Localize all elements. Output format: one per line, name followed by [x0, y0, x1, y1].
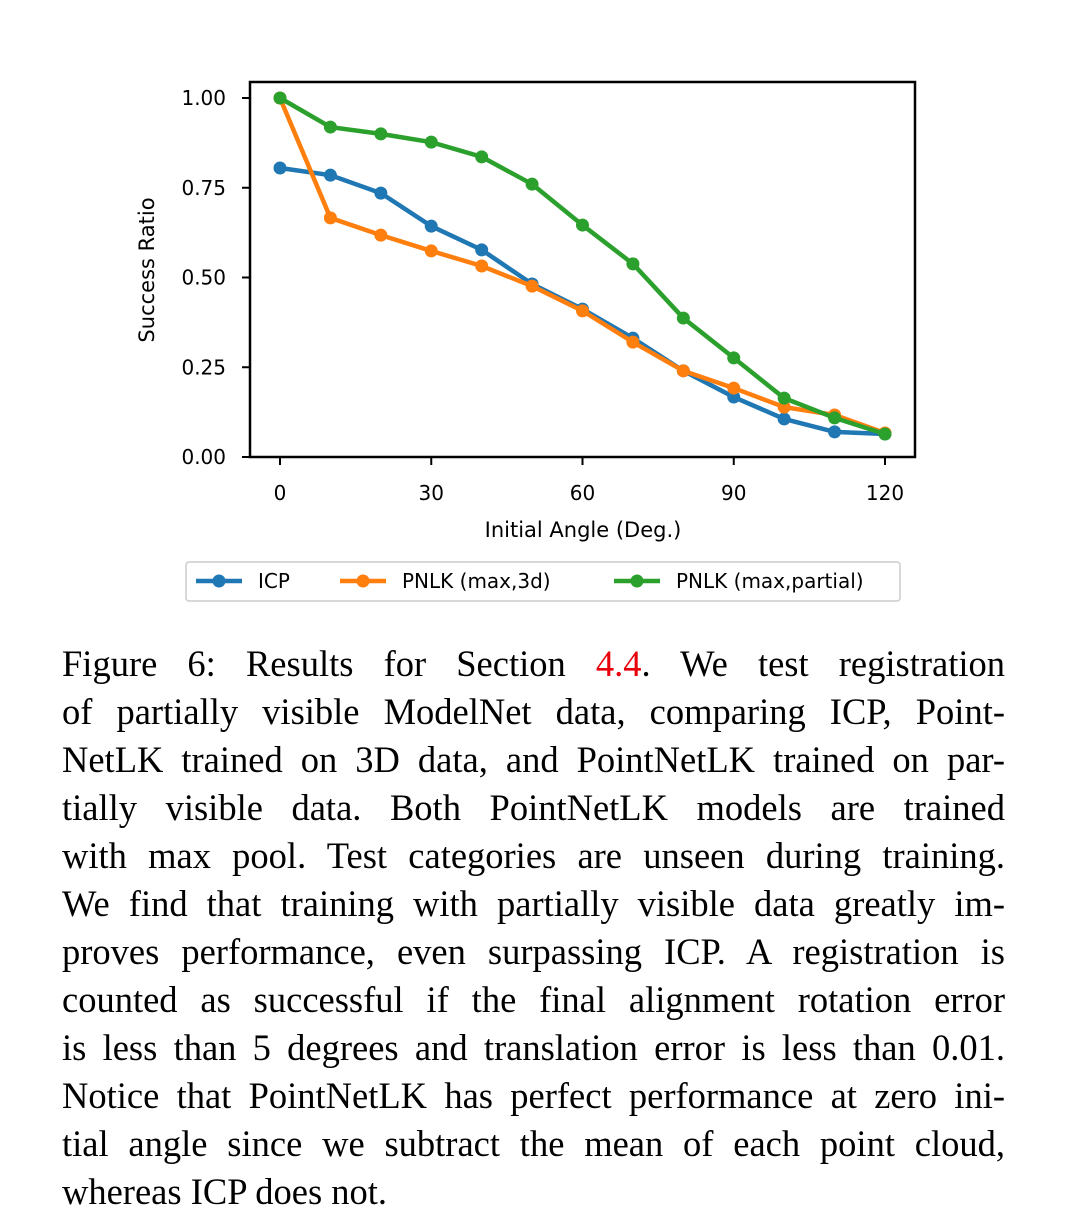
y-tick-label: 0.50 [181, 266, 226, 290]
legend-box [185, 561, 901, 602]
plot-frame [248, 80, 917, 459]
chart: 0.00 0.25 0.50 0.75 1.00 0 30 60 90 120 Initial A… [135, 80, 917, 602]
caption-line: counted as successful if the final align… [62, 979, 1005, 1020]
data-point [576, 218, 589, 232]
caption-line: NetLK trained on 3D data, and PointNetLK… [62, 739, 1005, 780]
plot-area: 0.00 0.25 0.50 0.75 1.00 0 30 60 90 120 [181, 80, 917, 505]
data-point [727, 390, 741, 404]
y-tick-label: 0.75 [181, 176, 226, 200]
legend-label: ICP [258, 569, 290, 593]
data-point [424, 244, 438, 258]
data-point [828, 411, 842, 425]
legend: ICP PNLK (max,3d) PNLK (max,partial) [185, 561, 901, 602]
x-tick-label: 120 [866, 481, 904, 505]
data-point [676, 311, 690, 325]
y-tick-label: 1.00 [181, 86, 226, 110]
data-point [475, 150, 489, 164]
caption-line: whereas ICP does not. [62, 1171, 388, 1212]
data-point [878, 427, 892, 441]
caption-line: tial angle since we subtract the mean of… [62, 1123, 1005, 1164]
x-tick-label: 90 [721, 481, 746, 505]
legend-label: PNLK (max,partial) [676, 569, 864, 593]
data-point [374, 186, 388, 200]
series-icp [273, 161, 892, 441]
x-axis-label: Initial Angle (Deg.) [485, 518, 682, 542]
legend-marker [212, 574, 226, 588]
data-point [323, 120, 337, 134]
data-point [323, 168, 337, 182]
series-line [279, 165, 886, 437]
data-point [475, 243, 489, 257]
data-point [777, 400, 791, 414]
data-point [727, 381, 741, 395]
data-point [777, 391, 791, 405]
data-point [273, 91, 287, 105]
data-point [576, 304, 589, 318]
caption-line: of partially visible ModelNet data, comp… [62, 691, 1005, 732]
series-line [277, 97, 886, 436]
data-point [323, 211, 337, 225]
legend-marker [630, 574, 644, 588]
data-point [828, 425, 842, 439]
caption-text: Figure 6: Results for Section [62, 643, 596, 684]
x-tick-label: 30 [419, 481, 444, 505]
data-point [727, 351, 741, 365]
caption-line: tially visible data. Both PointNetLK mod… [62, 787, 1005, 828]
caption-line: Notice that PointNetLK has perfect perfo… [62, 1075, 1005, 1116]
figure-caption: Figure 6: Results for Section 4.4. We te… [62, 640, 1005, 1216]
caption-line: Figure 6: Results for Section 4.4. We te… [62, 640, 1005, 688]
data-point [525, 177, 539, 191]
data-point [676, 364, 690, 378]
section-link[interactable]: 4.4 [595, 643, 642, 684]
x-tick-label: 60 [570, 481, 595, 505]
data-point [626, 257, 640, 271]
caption-line: We find that training with partially vis… [62, 883, 1005, 924]
x-tick-label: 0 [274, 481, 287, 505]
y-axis-label: Success Ratio [135, 197, 159, 342]
caption-line: with max pool. Test categories are unsee… [62, 835, 1005, 876]
caption-text: . We test registration [641, 643, 1006, 684]
data-point [626, 335, 640, 349]
data-point [525, 279, 539, 293]
caption-line: is less than 5 degrees and translation e… [62, 1027, 1005, 1068]
data-point [424, 219, 438, 233]
caption-line: proves performance, even surpassing ICP.… [62, 931, 1005, 972]
series-pnlk-max-partial- [273, 91, 892, 441]
data-point [475, 259, 489, 273]
series-pnlk-max-3d- [273, 91, 892, 440]
data-point [273, 161, 287, 175]
data-point [424, 135, 438, 149]
y-tick-label: 0.25 [181, 355, 226, 379]
legend-marker [356, 574, 370, 588]
series-line [278, 96, 886, 437]
legend-label: PNLK (max,3d) [402, 569, 551, 593]
data-point [374, 228, 388, 242]
y-tick-label: 0.00 [181, 445, 226, 469]
data-point [777, 412, 791, 426]
data-point [374, 127, 388, 141]
